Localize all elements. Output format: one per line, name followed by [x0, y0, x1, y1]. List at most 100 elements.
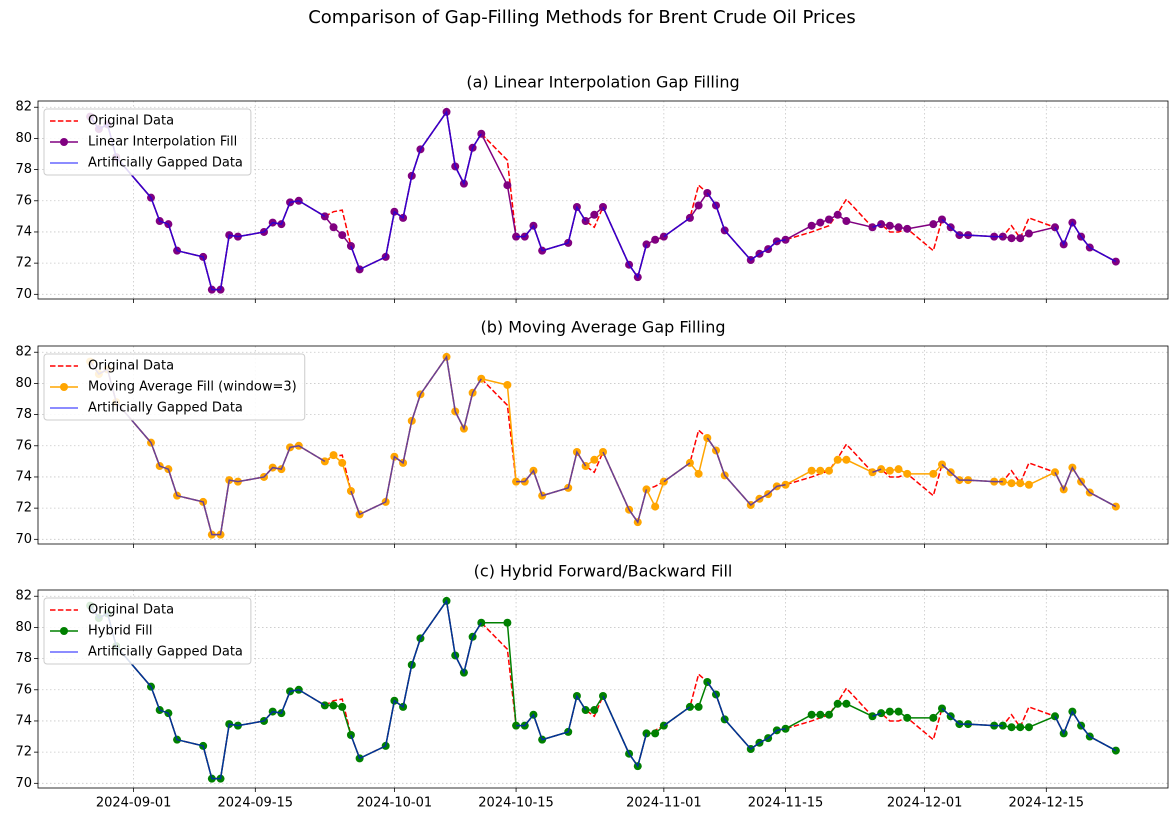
data-point	[877, 465, 886, 474]
data-point	[694, 201, 703, 210]
data-point	[825, 215, 833, 224]
x-tick-label: 2024-09-15	[218, 796, 294, 811]
y-tick-label: 74	[15, 469, 32, 484]
data-point	[599, 203, 607, 212]
x-tick-label: 2024-11-15	[748, 796, 824, 811]
legend-label: Original Data	[88, 603, 174, 618]
data-point	[599, 692, 607, 701]
data-point	[807, 466, 816, 475]
data-point	[816, 218, 825, 227]
legend: Original Data Hybrid Fill Artificially Gap…	[43, 597, 252, 665]
data-point	[512, 721, 521, 730]
data-point	[877, 709, 886, 718]
data-point	[1016, 723, 1025, 732]
data-point	[590, 210, 599, 219]
legend-marker	[60, 138, 68, 146]
data-point	[503, 618, 512, 627]
data-point	[894, 223, 903, 232]
y-tick-label: 78	[15, 407, 32, 422]
legend-marker	[60, 627, 68, 635]
y-tick-label: 82	[15, 100, 32, 115]
axes-frame	[37, 345, 1169, 545]
data-point	[1016, 234, 1025, 243]
data-point	[590, 706, 599, 715]
legend-label: Original Data	[88, 114, 174, 129]
y-tick-label: 72	[15, 501, 32, 516]
data-point	[842, 217, 851, 226]
series-line	[89, 598, 1117, 780]
legend-label: Artificially Gapped Data	[88, 401, 243, 416]
series-line	[89, 109, 1117, 291]
data-point	[651, 502, 660, 511]
data-point	[338, 231, 347, 240]
y-tick-label: 76	[15, 682, 32, 697]
x-tick-label: 2024-12-01	[887, 796, 963, 811]
data-point	[694, 702, 703, 711]
legend-label: Artificially Gapped Data	[88, 645, 243, 660]
data-point	[885, 707, 894, 716]
legend: Original Data Linear Interpolation Fill Ar…	[43, 108, 252, 176]
data-point	[599, 448, 607, 457]
data-point	[1007, 234, 1016, 243]
data-point	[825, 710, 833, 719]
data-point	[885, 466, 894, 475]
data-point	[903, 469, 912, 478]
data-point	[833, 699, 842, 708]
data-point	[816, 710, 825, 719]
data-point	[903, 224, 912, 233]
x-tick-label: 2024-12-15	[1009, 796, 1085, 811]
legend-marker	[60, 383, 68, 391]
data-point	[842, 699, 851, 708]
axes-frame	[37, 100, 1169, 300]
legend-box	[43, 353, 306, 421]
y-tick-label: 76	[15, 438, 32, 453]
data-point	[929, 220, 938, 229]
legend-label: Original Data	[88, 359, 174, 374]
data-point	[651, 729, 660, 738]
plot-area	[86, 352, 1120, 539]
data-point	[877, 220, 886, 229]
subplot-title: (c) Hybrid Forward/Backward Fill	[474, 562, 733, 581]
data-point	[1024, 723, 1033, 732]
data-point	[338, 702, 347, 711]
series-line	[89, 354, 1117, 536]
data-point	[694, 469, 703, 478]
y-tick-label: 82	[15, 589, 32, 604]
data-point	[1007, 723, 1016, 732]
data-point	[833, 210, 842, 219]
data-point	[894, 707, 903, 716]
data-point	[503, 380, 512, 389]
data-point	[903, 713, 912, 722]
data-point	[503, 181, 512, 190]
data-point	[512, 477, 521, 486]
y-tick-label: 78	[15, 651, 32, 666]
y-tick-label: 70	[15, 287, 32, 302]
x-tick-label: 2024-10-01	[357, 796, 433, 811]
data-point	[512, 232, 521, 241]
y-tick-label: 70	[15, 776, 32, 791]
data-point	[807, 710, 816, 719]
legend: Original Data Moving Average Fill (window…	[43, 353, 306, 421]
y-tick-label: 76	[15, 193, 32, 208]
data-point	[338, 458, 347, 467]
subplot-title: (a) Linear Interpolation Gap Filling	[466, 73, 739, 92]
data-point	[885, 221, 894, 230]
legend-label: Moving Average Fill (window=3)	[88, 380, 297, 395]
data-point	[1016, 479, 1025, 488]
y-tick-label: 70	[15, 532, 32, 547]
data-point	[1024, 229, 1033, 238]
y-tick-label: 80	[15, 620, 32, 635]
data-point	[816, 466, 825, 475]
y-tick-label: 72	[15, 256, 32, 271]
plot-area	[86, 596, 1120, 783]
data-point	[329, 223, 338, 232]
legend-label: Artificially Gapped Data	[88, 156, 243, 171]
y-tick-label: 74	[15, 224, 32, 239]
legend-box	[43, 597, 252, 665]
y-tick-label: 80	[15, 376, 32, 391]
legend-box	[43, 108, 252, 176]
data-point	[825, 466, 833, 475]
figure-title: Comparison of Gap-Filling Methods for Br…	[308, 7, 856, 28]
y-tick-label: 80	[15, 131, 32, 146]
